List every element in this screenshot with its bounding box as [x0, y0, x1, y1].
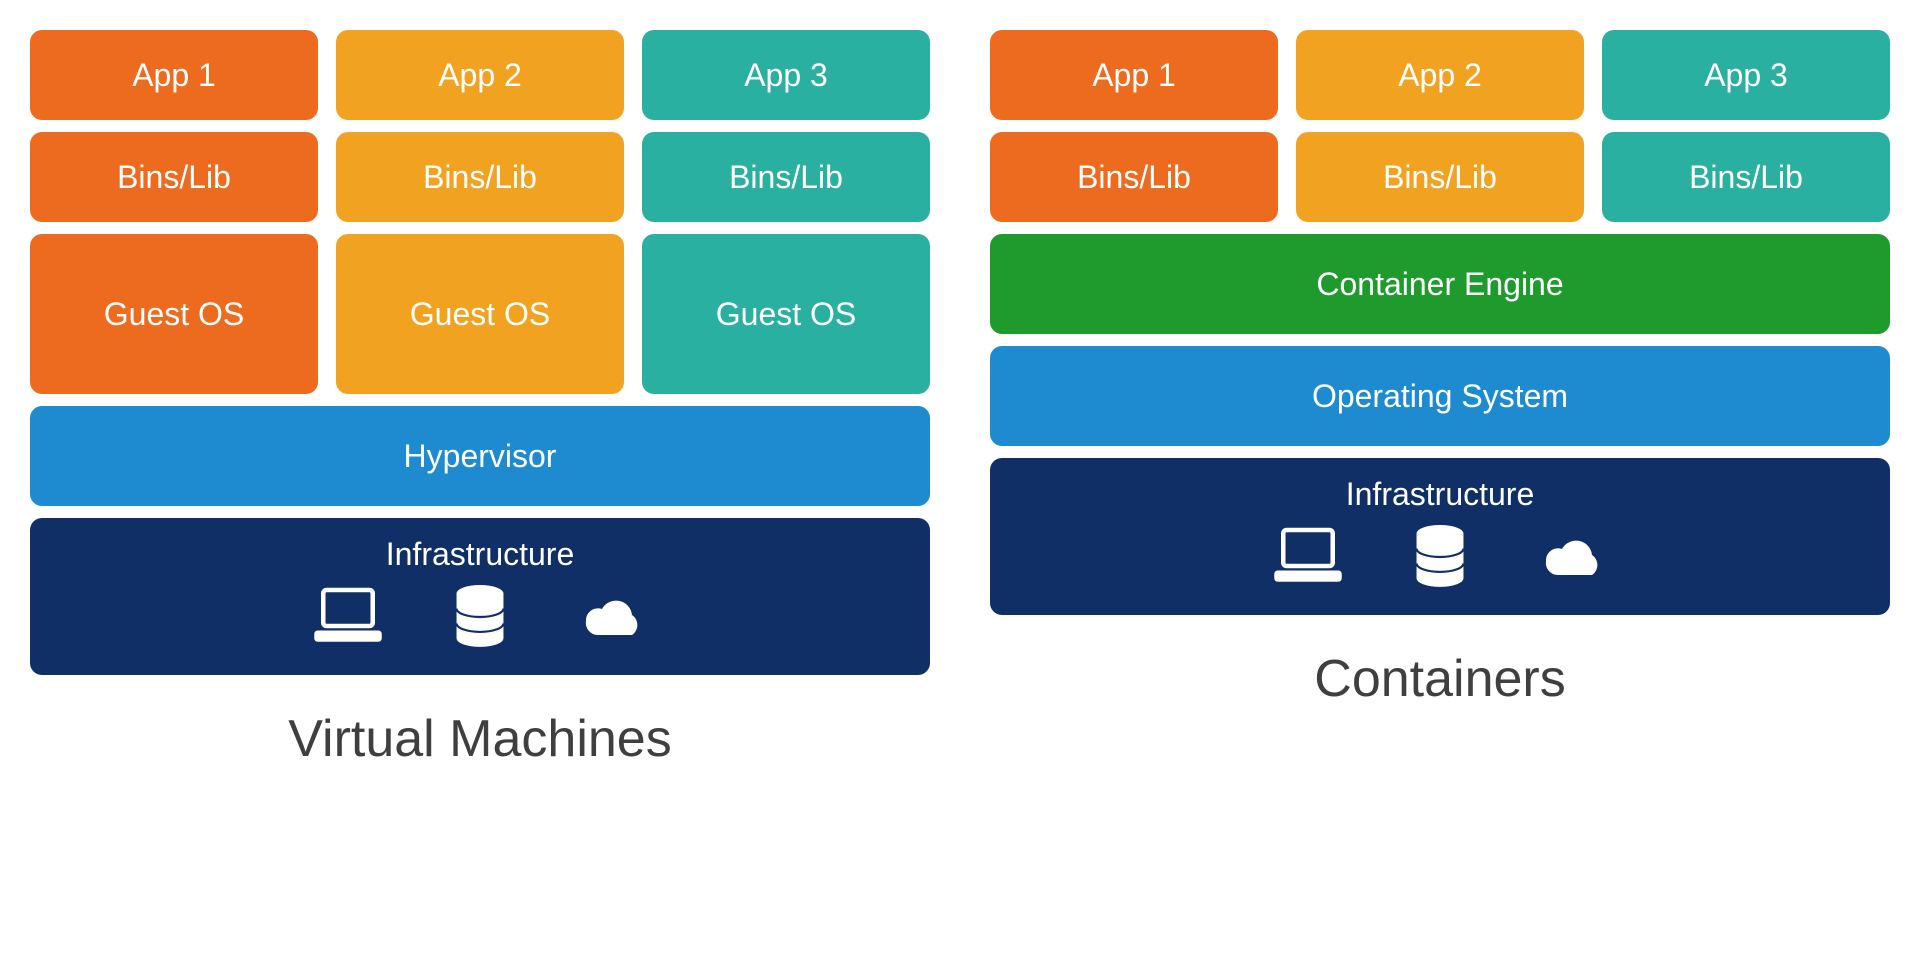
vm-infrastructure-label: Infrastructure [386, 536, 575, 573]
database-icon [1404, 525, 1476, 589]
laptop-icon [1272, 525, 1344, 589]
ct-operating-system: Operating System [990, 346, 1890, 446]
containers-stack: App 1 App 2 App 3 Bins/Lib Bins/Lib Bins… [990, 30, 1890, 952]
vm-apps-row: App 1 App 2 App 3 [30, 30, 930, 120]
ct-bins-1: Bins/Lib [990, 132, 1278, 222]
vm-app-2: App 2 [336, 30, 624, 120]
vm-guestos-2: Guest OS [336, 234, 624, 394]
vm-guestos-3: Guest OS [642, 234, 930, 394]
ct-bins-row: Bins/Lib Bins/Lib Bins/Lib [990, 132, 1890, 222]
ct-infrastructure: Infrastructure [990, 458, 1890, 615]
vm-bins-3: Bins/Lib [642, 132, 930, 222]
ct-container-engine: Container Engine [990, 234, 1890, 334]
ct-app-2: App 2 [1296, 30, 1584, 120]
cloud-icon [1536, 525, 1608, 589]
vm-title: Virtual Machines [30, 709, 930, 769]
vm-guestos-row: Guest OS Guest OS Guest OS [30, 234, 930, 394]
vm-guestos-1: Guest OS [30, 234, 318, 394]
vm-infrastructure: Infrastructure [30, 518, 930, 675]
vm-bins-1: Bins/Lib [30, 132, 318, 222]
vm-bins-2: Bins/Lib [336, 132, 624, 222]
diagram-container: App 1 App 2 App 3 Bins/Lib Bins/Lib Bins… [30, 30, 1890, 952]
ct-infrastructure-label: Infrastructure [1346, 476, 1535, 513]
vm-stack: App 1 App 2 App 3 Bins/Lib Bins/Lib Bins… [30, 30, 930, 952]
ct-apps-row: App 1 App 2 App 3 [990, 30, 1890, 120]
ct-app-1: App 1 [990, 30, 1278, 120]
ct-infra-icons [1272, 525, 1608, 589]
ct-bins-3: Bins/Lib [1602, 132, 1890, 222]
vm-bins-row: Bins/Lib Bins/Lib Bins/Lib [30, 132, 930, 222]
vm-app-3: App 3 [642, 30, 930, 120]
vm-infra-icons [312, 585, 648, 649]
vm-app-1: App 1 [30, 30, 318, 120]
database-icon [444, 585, 516, 649]
vm-hypervisor: Hypervisor [30, 406, 930, 506]
laptop-icon [312, 585, 384, 649]
ct-bins-2: Bins/Lib [1296, 132, 1584, 222]
ct-app-3: App 3 [1602, 30, 1890, 120]
ct-title: Containers [990, 649, 1890, 709]
cloud-icon [576, 585, 648, 649]
